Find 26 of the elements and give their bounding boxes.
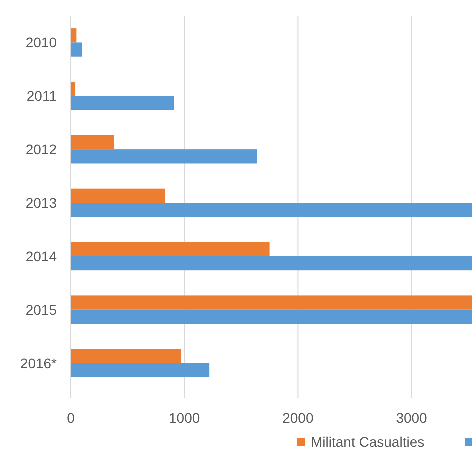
y-tick-label: 2011: [26, 88, 58, 104]
y-tick-label: 2010: [26, 34, 58, 51]
y-tick-label: 2016*: [20, 355, 58, 372]
bar: [71, 310, 472, 324]
x-tick-label: 0: [67, 410, 76, 426]
bar: [71, 135, 114, 150]
bar: [71, 296, 472, 310]
bar: [71, 96, 174, 110]
y-tick-label: 2012: [26, 142, 58, 158]
bar: [71, 188, 166, 203]
legend-label: Militant Casualties: [311, 434, 425, 450]
bar: [71, 256, 472, 271]
x-tick-label: 1000: [169, 410, 200, 426]
bar: [71, 242, 270, 256]
bar: [71, 42, 82, 57]
y-tick-label: 2015: [26, 302, 58, 318]
bar: [71, 82, 76, 96]
x-tick-label: 2000: [282, 410, 314, 426]
bar: [71, 349, 182, 364]
bar: [71, 28, 77, 43]
y-tick-label: 2014: [26, 248, 58, 264]
y-tick-label: 2013: [26, 195, 58, 211]
bar: [71, 203, 472, 218]
bar: [71, 363, 210, 378]
bar: [71, 150, 258, 164]
x-tick-label: 3000: [396, 410, 428, 426]
